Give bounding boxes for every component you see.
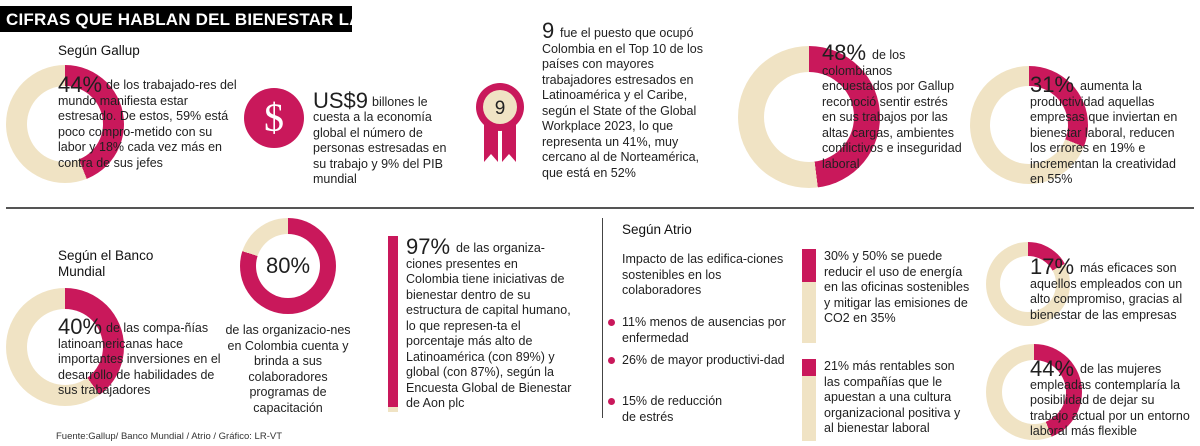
banco-stat1-pct: 40% — [58, 314, 103, 339]
donut-hole — [764, 72, 854, 162]
donut-hole — [27, 309, 103, 385]
bullet-dot — [608, 398, 615, 405]
gallup-stat5-pct: 31% — [1030, 72, 1075, 97]
bar-21-fill — [802, 359, 816, 377]
bar-35-fill — [802, 249, 816, 282]
rb-stat1-pct: 17% — [1030, 254, 1075, 279]
gallup-heading: Según Gallup — [58, 43, 140, 58]
aon-pct: 97% — [406, 234, 451, 259]
gallup-stat1-pct: 44% — [58, 72, 103, 97]
banco-heading: Según el Banco Mundial — [58, 248, 154, 279]
atrio-bar1-text: 30% y 50% se puede reducir el uso de ene… — [824, 249, 970, 325]
bar-21 — [802, 359, 816, 441]
rb-stat2-pct: 44% — [1030, 356, 1075, 381]
donut-hole — [990, 86, 1068, 164]
gallup-stat5-text: aumenta la productividad aquellas empres… — [1030, 79, 1178, 186]
donut-hole — [1000, 256, 1056, 312]
banco-stat1-text: de las compa-ñías latinoamericanas hace … — [58, 321, 221, 397]
gallup-stat3-rank: 9 — [542, 18, 555, 43]
atrio-subheading: Impacto de las edifica-ciones sostenible… — [622, 252, 784, 297]
bar-97 — [388, 236, 398, 412]
atrio-bullet-3: 15% de reducción de estrés — [622, 394, 723, 424]
column-divider — [602, 218, 603, 418]
atrio-bullet-1: 11% menos de ausencias por enfermedad — [622, 315, 786, 345]
bullet-dot — [608, 319, 615, 326]
gallup-stat3-text: fue el puesto que ocupó Colombia en el T… — [542, 26, 703, 180]
bullet-dot — [608, 357, 615, 364]
bar-35 — [802, 249, 816, 343]
gallup-stat2-text: cuesta a la economía global el número de… — [313, 110, 447, 186]
source-note: Fuente:Gallup/ Banco Mundial / Atrio / G… — [56, 431, 282, 442]
ribbon-rank: 9 — [495, 98, 506, 119]
rb-stat2-text: de las mujeres empleadas contemplaría la… — [1030, 362, 1190, 438]
rb-stat1-text: más eficaces son aquellos empleados con … — [1030, 261, 1183, 322]
donut-hole — [27, 86, 103, 162]
gallup-stat4-pct: 48% — [822, 40, 867, 65]
gallup-stat4-text: de los colombianos encuestados por Gallu… — [822, 48, 962, 171]
gallup-stat2-amount: US$9 — [313, 88, 369, 113]
banco-stat2-pct: 80% — [265, 253, 311, 278]
ribbon-medal-icon: 9 — [476, 83, 524, 162]
aon-text: de las organiza-ciones presentes en Colo… — [406, 241, 572, 410]
atrio-heading: Según Atrio — [622, 222, 692, 237]
atrio-bullet-2: 26% de mayor productivi-dad — [622, 353, 785, 367]
atrio-bar2-text: 21% más rentables son las compañías que … — [824, 359, 961, 435]
row-divider — [6, 207, 1194, 209]
gallup-stat1-text: de los trabajado-res del mundo manifiest… — [58, 78, 237, 170]
title-bar — [0, 6, 352, 32]
page-title: CIFRAS QUE HABLAN DEL BIENESTAR LABORAL — [6, 10, 424, 29]
banco-stat2-text: de las organizacio-nes en Colombia cuent… — [225, 323, 351, 415]
gallup-stat2-text1: billones le — [372, 95, 428, 109]
bar-97-fill — [388, 236, 398, 407]
donut-hole — [1002, 360, 1066, 424]
dollar-sign-icon: $ — [244, 88, 304, 148]
donut-hole — [256, 234, 320, 298]
